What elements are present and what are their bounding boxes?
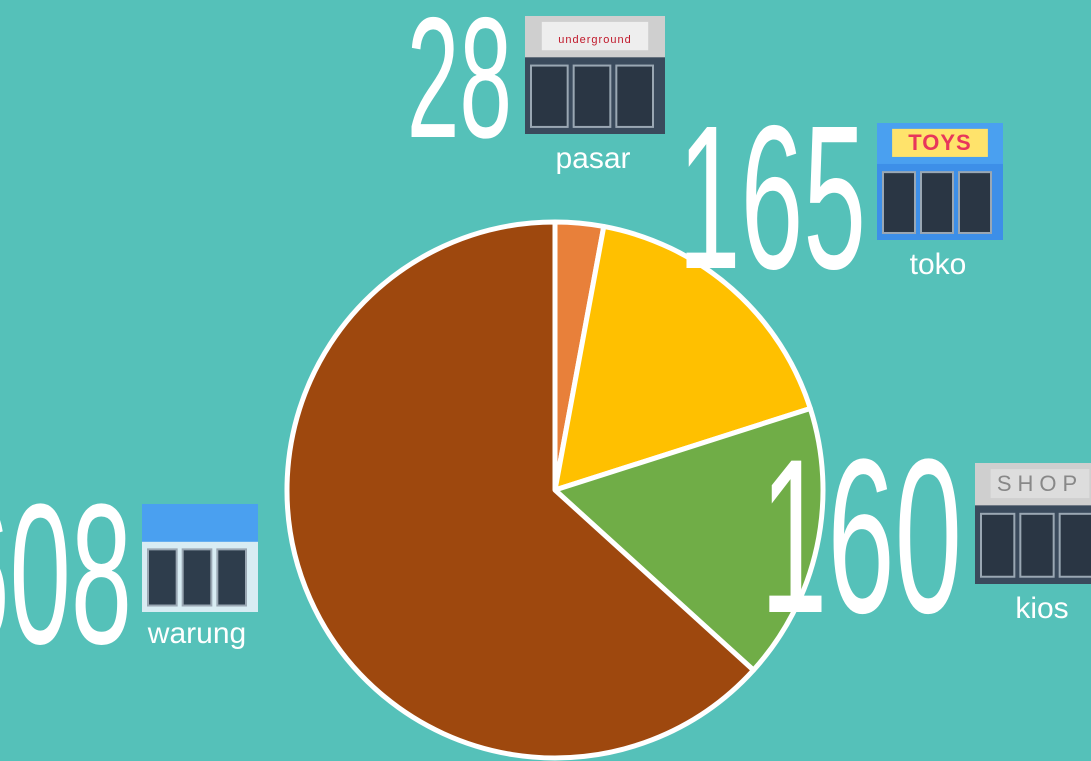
shop-icon: TOYS <box>877 123 1003 240</box>
shop-icon <box>142 504 258 612</box>
icon-window <box>958 171 992 234</box>
icon-sign <box>142 504 258 542</box>
value-label-group: 160 <box>760 412 962 659</box>
icon-window <box>882 171 916 234</box>
icon-text: TOYS <box>908 130 972 155</box>
pie-slice <box>284 219 756 761</box>
value-label: 160 <box>760 412 962 659</box>
value-label: 608 <box>0 463 132 686</box>
value-label: 165 <box>678 83 866 312</box>
value-label-group: 608 <box>0 463 132 686</box>
category-label: warung <box>147 617 246 650</box>
icon-window <box>530 64 569 128</box>
pie-slice <box>552 406 826 673</box>
icon-window <box>615 64 654 128</box>
category-label: kios <box>1015 592 1068 625</box>
category-label: pasar <box>555 142 630 175</box>
shop-icon: underground <box>525 16 665 134</box>
icon-window <box>147 548 178 607</box>
icon-text: underground <box>558 34 631 46</box>
value-label: 28 <box>407 0 512 174</box>
icon-text: SHOP <box>997 471 1083 496</box>
shop-icon: SHOP <box>975 463 1091 584</box>
icon-window <box>1058 512 1091 578</box>
value-label-group: 165 <box>678 83 866 312</box>
category-label: toko <box>910 248 967 281</box>
icon-sign-plate <box>541 21 649 51</box>
icon-window <box>181 548 213 607</box>
icon-sign-plate <box>892 128 988 157</box>
value-label-group: 28 <box>407 0 512 174</box>
icon-sign-plate <box>990 469 1090 499</box>
pie-slice <box>552 223 813 493</box>
icon-window <box>920 171 954 234</box>
icon-window <box>980 512 1016 578</box>
icon-window <box>216 548 247 607</box>
icon-window <box>572 64 612 128</box>
icon-window <box>1019 512 1055 578</box>
